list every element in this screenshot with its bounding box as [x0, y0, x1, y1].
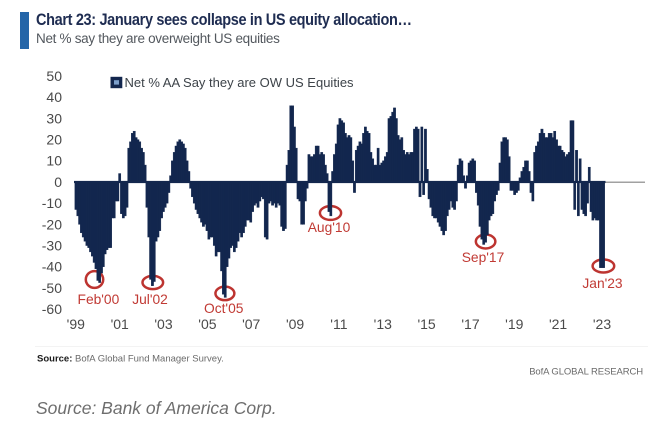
svg-text:Jan'23: Jan'23: [582, 276, 623, 291]
svg-text:'09: '09: [286, 316, 304, 332]
svg-text:-50: -50: [42, 280, 62, 296]
svg-text:'05: '05: [198, 316, 216, 332]
svg-text:-60: -60: [42, 301, 62, 317]
svg-text:'17: '17: [461, 316, 479, 332]
svg-text:10: 10: [46, 153, 62, 169]
svg-text:'99: '99: [67, 316, 85, 332]
svg-text:'23: '23: [593, 316, 611, 332]
svg-text:Sep'17: Sep'17: [462, 250, 505, 265]
svg-text:50: 50: [46, 68, 62, 84]
svg-text:'01: '01: [111, 316, 129, 332]
svg-text:'13: '13: [374, 316, 392, 332]
svg-text:'21: '21: [549, 316, 567, 332]
svg-text:Jul'02: Jul'02: [132, 292, 168, 307]
svg-text:'11: '11: [330, 316, 347, 332]
svg-text:'19: '19: [505, 316, 523, 332]
svg-text:30: 30: [46, 110, 62, 126]
svg-text:'15: '15: [417, 316, 435, 332]
svg-text:'03: '03: [154, 316, 172, 332]
svg-text:-40: -40: [42, 259, 62, 275]
svg-text:-30: -30: [42, 237, 62, 253]
svg-text:Aug'10: Aug'10: [308, 220, 351, 235]
svg-text:-10: -10: [42, 195, 62, 211]
svg-text:Oct'05: Oct'05: [204, 301, 244, 316]
svg-text:Feb'00: Feb'00: [78, 292, 120, 307]
svg-text:-20: -20: [42, 216, 62, 232]
svg-text:0: 0: [54, 174, 62, 190]
svg-text:BofA GLOBAL RESEARCH: BofA GLOBAL RESEARCH: [529, 367, 643, 378]
svg-text:20: 20: [46, 132, 62, 148]
svg-text:Source: BofA Global Fund Mana: Source: BofA Global Fund Manager Survey.: [37, 354, 224, 365]
svg-text:40: 40: [46, 89, 62, 105]
svg-text:'07: '07: [242, 316, 260, 332]
svg-text:Net % AA Say they are OW US Eq: Net % AA Say they are OW US Equities: [125, 75, 355, 90]
